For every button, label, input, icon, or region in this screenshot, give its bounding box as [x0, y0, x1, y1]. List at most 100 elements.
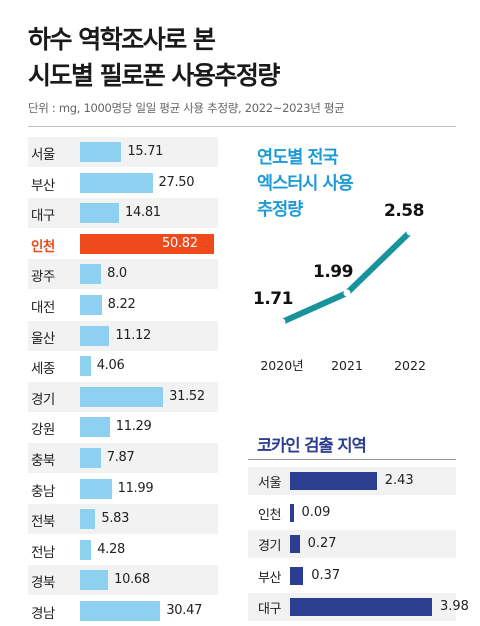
region-row: 전남 4.28	[28, 535, 218, 565]
value-label: 11.12	[115, 327, 152, 343]
value-label: 8.0	[107, 266, 127, 282]
region-label: 경북	[31, 575, 55, 592]
cocaine-row: 서울 2.43	[248, 467, 456, 495]
region-label: 대구	[31, 208, 55, 225]
x-tick-label: 2021	[331, 358, 363, 373]
row-stripe	[28, 320, 218, 351]
value-label: 0.27	[307, 536, 337, 551]
region-label: 대구	[258, 602, 281, 617]
row-stripe	[28, 443, 218, 473]
region-label: 광주	[31, 269, 55, 286]
region-bar	[80, 478, 112, 499]
region-bar	[80, 203, 120, 224]
region-label: 울산	[31, 330, 55, 347]
region-row: 서울 15.71	[28, 137, 218, 167]
region-bar	[80, 264, 102, 285]
value-label: 11.29	[115, 419, 152, 435]
region-bar	[80, 295, 102, 315]
value-label: 10.68	[114, 572, 150, 588]
region-label: 서울	[258, 476, 281, 491]
region-row: 인천 50.82	[28, 229, 218, 259]
region-row: 대구 14.81	[28, 198, 218, 229]
row-stripe	[28, 198, 218, 229]
cocaine-header-rule	[248, 459, 456, 460]
region-label: 경기	[258, 539, 281, 554]
region-bar	[80, 539, 92, 560]
unit-note: 단위 : mg, 1000명당 일일 평균 사용 추정량, 2022~2023년…	[28, 101, 345, 115]
region-bar	[80, 601, 161, 621]
x-tick-label: 2022	[394, 358, 426, 373]
region-row: 충남 11.99	[28, 474, 218, 504]
value-label: 15.71	[127, 144, 164, 159]
value-label: 3.98	[440, 599, 469, 614]
region-row: 세종 4.06	[28, 351, 218, 381]
chart-title: 하수 역학조사로 본 시도별 필로폰 사용추정량	[28, 22, 280, 94]
region-label: 전남	[31, 544, 55, 561]
value-label: 27.50	[158, 174, 195, 190]
ecstasy-line-chart: 1.71 2020년 1.99 2021 2.58 2022	[253, 201, 426, 373]
region-label: 충남	[31, 483, 55, 500]
title-line-1: 하수 역학조사로 본	[28, 25, 216, 54]
data-label: 1.99	[313, 262, 353, 282]
region-label: 충북	[31, 453, 55, 469]
row-stripe	[28, 259, 218, 290]
value-label: 8.22	[107, 297, 136, 312]
region-bar	[80, 356, 91, 377]
region-row: 대전 8.22	[28, 290, 218, 320]
data-label: 2.58	[384, 201, 424, 221]
region-bar	[80, 448, 101, 468]
value-label: 50.82	[162, 235, 198, 251]
cocaine-bar	[290, 472, 377, 490]
data-label: 1.71	[253, 289, 293, 309]
cocaine-bar	[290, 535, 300, 553]
value-label: 2.43	[384, 473, 414, 488]
region-bar	[80, 142, 122, 162]
value-label: 11.99	[117, 480, 154, 496]
data-point	[406, 228, 414, 236]
cocaine-row: 부산 0.37	[248, 562, 456, 590]
title-line-2: 시도별 필로폰 사용추정량	[28, 61, 280, 90]
region-row: 부산 27.50	[28, 168, 218, 198]
region-bar	[80, 172, 153, 193]
cocaine-bar	[290, 566, 304, 585]
value-label: 0.09	[301, 504, 331, 520]
region-row: 광주 8.0	[28, 259, 218, 290]
region-bar	[80, 417, 110, 438]
row-stripe	[28, 504, 218, 535]
cocaine-row: 대구 3.98	[248, 593, 469, 621]
value-label: 4.28	[97, 541, 126, 557]
region-label: 인천	[258, 507, 281, 523]
ecstasy-chart-title: 연도별 전국 엑스터시 사용 추정량	[257, 145, 354, 223]
region-label: 인천	[31, 238, 55, 255]
region-row: 경남 30.47	[28, 596, 218, 626]
cocaine-chart-title: 코카인 검출 지역	[257, 436, 367, 455]
row-stripe	[248, 530, 456, 558]
row-stripe	[28, 137, 218, 167]
value-label: 14.81	[125, 205, 161, 221]
region-label: 대전	[31, 300, 55, 316]
cocaine-bar	[290, 598, 432, 616]
cocaine-row: 인천 0.09	[248, 499, 456, 527]
data-point	[278, 318, 286, 326]
data-point	[343, 289, 351, 297]
region-label: 강원	[31, 422, 55, 439]
region-row: 경기 31.52	[28, 381, 218, 412]
ecstasy-title-line-2: 엑스터시 사용	[257, 174, 354, 194]
ecstasy-title-line-1: 연도별 전국	[257, 148, 339, 168]
region-row: 강원 11.29	[28, 412, 218, 442]
region-label: 서울	[31, 147, 55, 163]
value-label: 5.83	[101, 511, 130, 527]
region-bar	[80, 233, 214, 254]
region-label: 전북	[31, 514, 55, 531]
region-label: 세종	[31, 361, 55, 378]
region-bar	[80, 570, 109, 591]
region-label: 경기	[31, 391, 55, 408]
cocaine-row: 경기 0.27	[248, 530, 456, 558]
region-bar	[80, 386, 164, 407]
region-label: 부산	[31, 177, 55, 194]
value-label: 31.52	[169, 388, 205, 404]
cocaine-bar	[290, 503, 294, 522]
value-label: 0.37	[311, 567, 341, 583]
region-row: 전북 5.83	[28, 504, 218, 535]
value-label: 30.47	[166, 603, 203, 618]
